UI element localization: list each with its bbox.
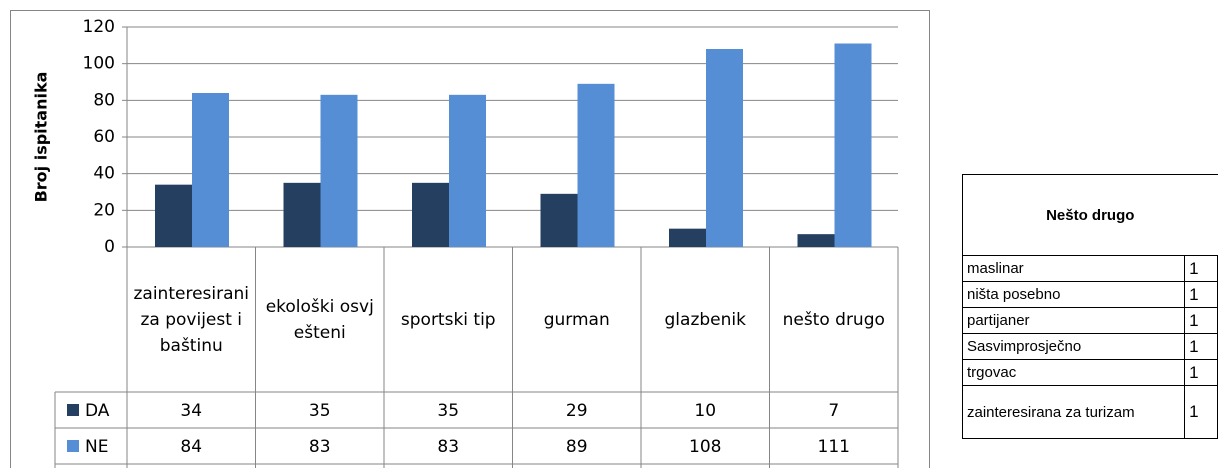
bar <box>577 83 615 247</box>
x-tick-label-box: nešto drugo <box>782 309 885 330</box>
data-label: 29 <box>566 401 588 421</box>
bar <box>540 193 578 247</box>
chart-border <box>10 10 930 468</box>
bar <box>283 182 321 247</box>
y-tick-label: 120 <box>83 17 115 37</box>
table-cell: 1 <box>1184 255 1218 282</box>
header-cell: Nešto drugo <box>962 174 1218 256</box>
data-label: 111 <box>818 437 850 457</box>
x-tick-label: glazbenik <box>664 309 746 330</box>
side-table: Nešto drugo maslinar 1 ništa posebno 1 parti… <box>962 174 1218 468</box>
bar <box>449 94 486 247</box>
x-tick-label: zainteresirani za povijest i baštinu <box>133 283 250 356</box>
data-label: 7 <box>828 401 839 421</box>
legend-swatch <box>67 404 79 416</box>
bar <box>706 49 743 247</box>
table-cell: 1 <box>1184 359 1218 386</box>
x-tick-label: nešto drugo <box>782 309 885 330</box>
bar <box>155 184 192 247</box>
table-cell: 1 <box>1184 307 1218 334</box>
bar <box>834 43 872 247</box>
x-tick-label-box: ekološki osvješteni <box>265 296 374 343</box>
table-cell: Sasvimprosječno <box>962 333 1186 360</box>
data-label: 108 <box>689 437 721 457</box>
y-axis-label: Broj ispitanika <box>32 72 51 203</box>
x-tick-label: ekološki osvješteni <box>265 296 374 343</box>
table-row: partijaner 1 <box>962 307 1218 334</box>
table-cell: zainteresirana za turizam <box>962 385 1186 439</box>
table-cell: maslinar <box>962 255 1186 282</box>
y-tick-label: 80 <box>93 90 115 110</box>
y-tick-label: 20 <box>93 200 115 220</box>
x-tick-label-box: glazbenik <box>664 309 746 330</box>
table-cell: ništa posebno <box>962 281 1186 308</box>
data-label: 89 <box>566 437 588 457</box>
table-cell: partijaner <box>962 307 1186 334</box>
header-row: Nešto drugo <box>962 174 1218 256</box>
legend-label: NE <box>85 437 108 457</box>
table: Nešto drugo maslinar 1 ništa posebno 1 parti… <box>962 174 1218 439</box>
data-label: 35 <box>309 401 331 421</box>
table-cell: 1 <box>1184 281 1218 308</box>
table-cell: trgovac <box>962 359 1186 386</box>
bar <box>192 93 229 247</box>
data-label: 83 <box>309 437 331 457</box>
x-tick-label-box: sportski tip <box>400 309 496 330</box>
x-tick-label: sportski tip <box>400 309 496 330</box>
legend-swatch <box>67 440 79 452</box>
table-cell: 1 <box>1184 385 1218 439</box>
table-row: trgovac 1 <box>962 359 1218 386</box>
x-tick-label-box: gurman <box>543 309 610 330</box>
table-row: zainteresirana za turizam 1 <box>962 385 1218 439</box>
bar <box>797 234 835 247</box>
data-label: 84 <box>180 437 202 457</box>
y-tick-label: 40 <box>93 164 115 184</box>
data-label: 35 <box>437 401 459 421</box>
y-tick-label: 0 <box>104 237 115 257</box>
table-row: Sasvimprosječno 1 <box>962 333 1218 360</box>
table-row: ništa posebno 1 <box>962 281 1218 308</box>
data-label: 10 <box>694 401 716 421</box>
x-tick-label: gurman <box>543 309 610 330</box>
table-row: maslinar 1 <box>962 255 1218 282</box>
bar <box>320 94 358 247</box>
y-tick-label: 60 <box>93 127 115 147</box>
legend-label: DA <box>85 401 110 421</box>
bar <box>412 182 449 247</box>
table-cell: 1 <box>1184 333 1218 360</box>
x-tick-label-box: zainteresirani za povijest i baštinu <box>133 283 250 356</box>
data-label: 83 <box>437 437 459 457</box>
data-label: 34 <box>180 401 202 421</box>
bar <box>669 228 706 247</box>
y-tick-label: 100 <box>83 54 115 74</box>
